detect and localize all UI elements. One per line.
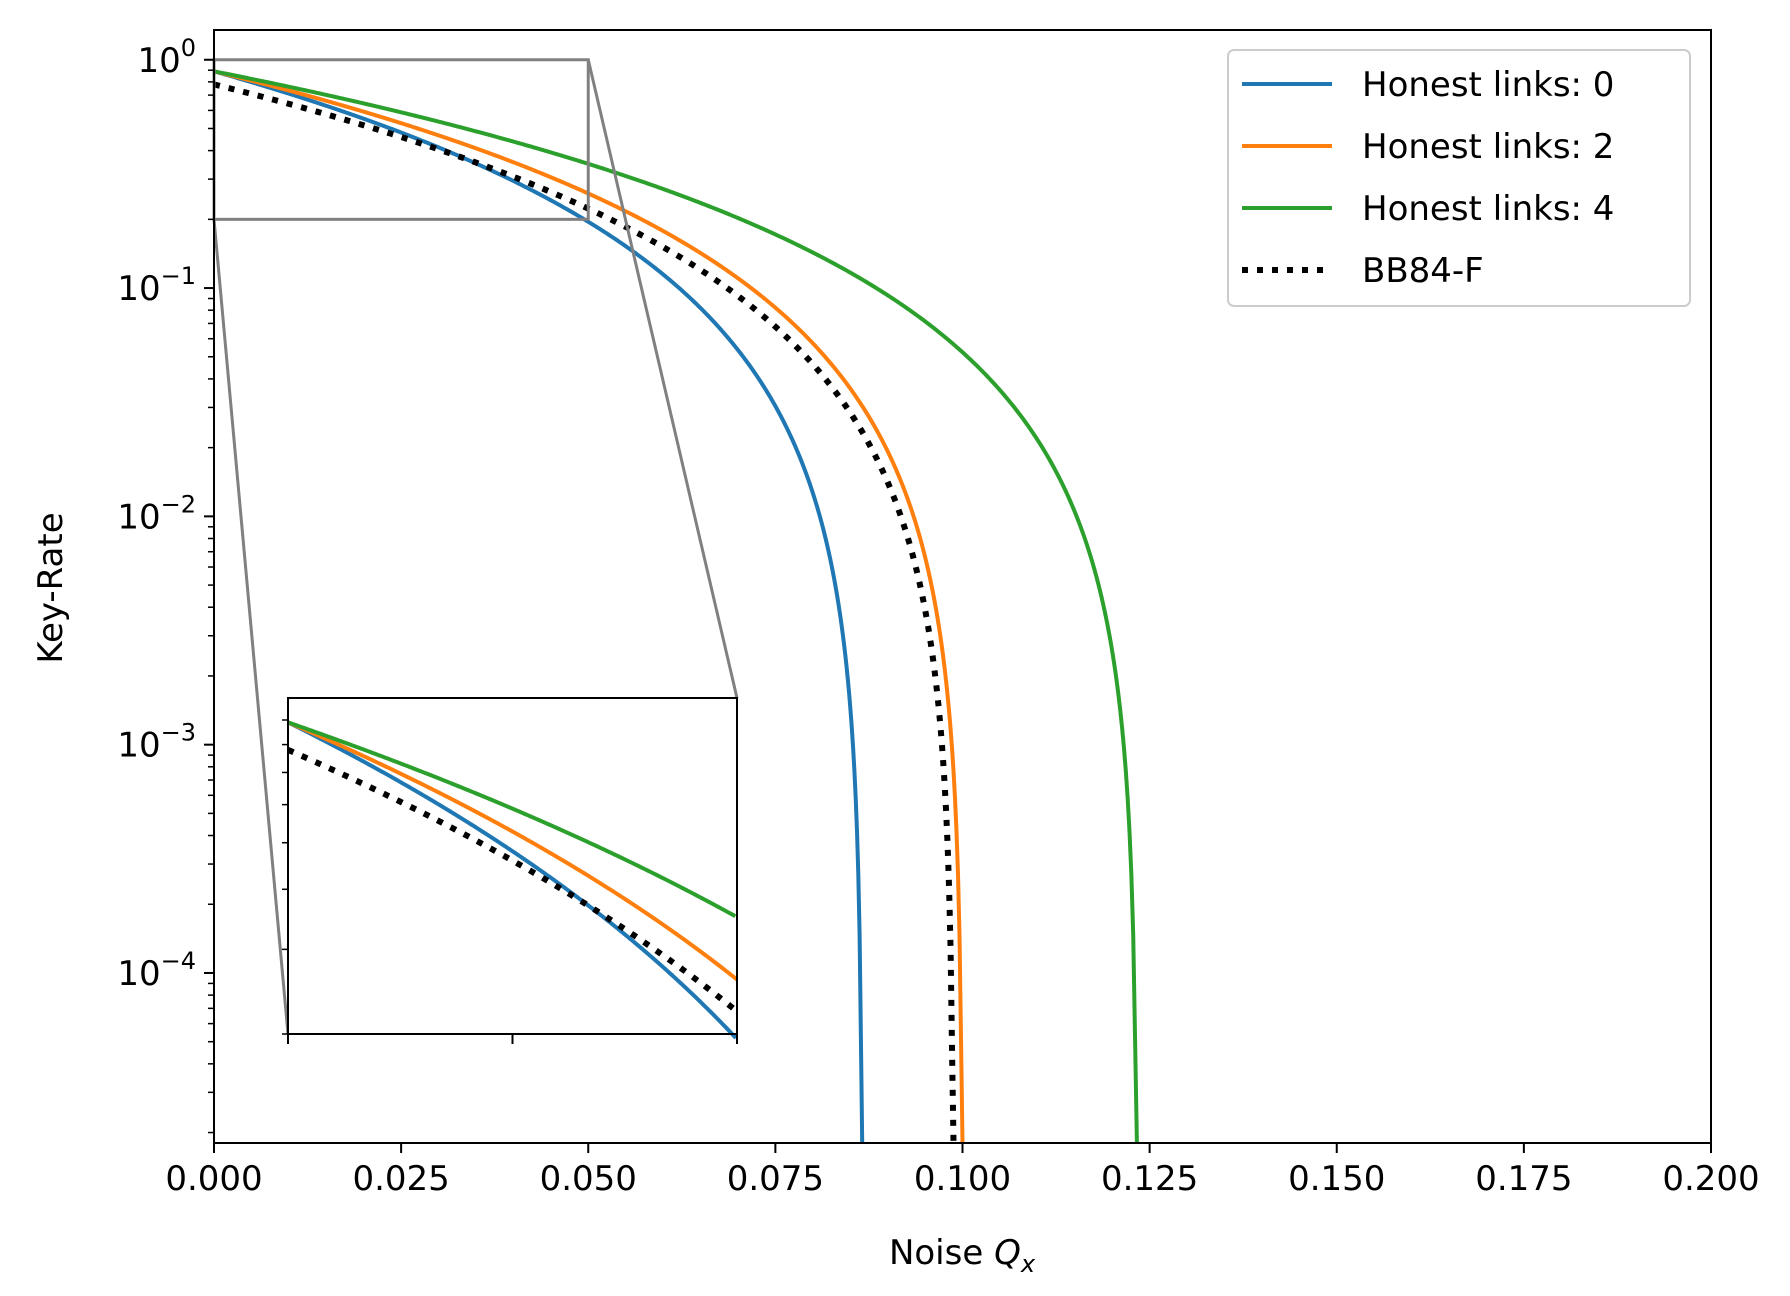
x-tick-label: 0.075 bbox=[727, 1159, 824, 1199]
legend-label-3: Honest links: 4 bbox=[1362, 189, 1614, 229]
legend-label-4: BB84-F bbox=[1362, 251, 1484, 291]
legend-items: Honest links: 0 Honest links: 2 Honest lin… bbox=[1242, 65, 1614, 291]
x-tick-label: 0.025 bbox=[352, 1159, 449, 1199]
x-axis-label-text: Noise bbox=[889, 1233, 983, 1273]
y-tick-label: 10−3 bbox=[117, 719, 196, 766]
legend-label-1: Honest links: 0 bbox=[1362, 65, 1614, 105]
x-tick-label: 0.050 bbox=[540, 1159, 637, 1199]
x-tick-label: 0.150 bbox=[1288, 1159, 1385, 1199]
y-axis-label: Key-Rate bbox=[31, 512, 71, 663]
y-tick-label: 10−2 bbox=[117, 490, 196, 537]
inset-ticks bbox=[282, 719, 738, 1044]
y-tick-label: 10−4 bbox=[117, 947, 196, 994]
x-axis-label-symbol: Q bbox=[994, 1233, 1021, 1273]
inset-series-line-2 bbox=[287, 720, 739, 982]
x-tick-label: 0.100 bbox=[914, 1159, 1011, 1199]
x-axis-label-subscript: x bbox=[1020, 1250, 1036, 1278]
inset-zoom-plot bbox=[282, 697, 739, 1044]
x-tick-label: 0.000 bbox=[165, 1159, 262, 1199]
series-line-1 bbox=[213, 69, 865, 1144]
legend-box bbox=[1227, 49, 1691, 307]
y-tick-label: 100 bbox=[137, 34, 196, 81]
inset-series-line-1 bbox=[287, 720, 738, 1040]
x-axis: 0.000 0.025 0.050 0.075 0.100 0.125 0.150 0.175… bbox=[165, 1143, 1760, 1199]
x-axis-label: Noise Qx bbox=[889, 1233, 1036, 1278]
inset-curves bbox=[286, 720, 739, 1040]
y-tick-label: 10−1 bbox=[117, 262, 196, 309]
x-tick-label: 0.125 bbox=[1101, 1159, 1198, 1199]
series-line-3 bbox=[213, 69, 1139, 1144]
legend: Honest links: 0 Honest links: 2 Honest lin… bbox=[1227, 49, 1691, 307]
inset-series-line-3 bbox=[287, 720, 737, 918]
x-tick-label: 0.175 bbox=[1475, 1159, 1572, 1199]
legend-label-2: Honest links: 2 bbox=[1362, 127, 1614, 167]
y-axis: 100 10−1 10−2 10−3 10−4 bbox=[117, 34, 214, 1134]
zoom-connector-top bbox=[586, 59, 739, 699]
x-tick-label: 0.200 bbox=[1662, 1159, 1759, 1199]
zoom-connector-bottom bbox=[212, 219, 290, 1035]
